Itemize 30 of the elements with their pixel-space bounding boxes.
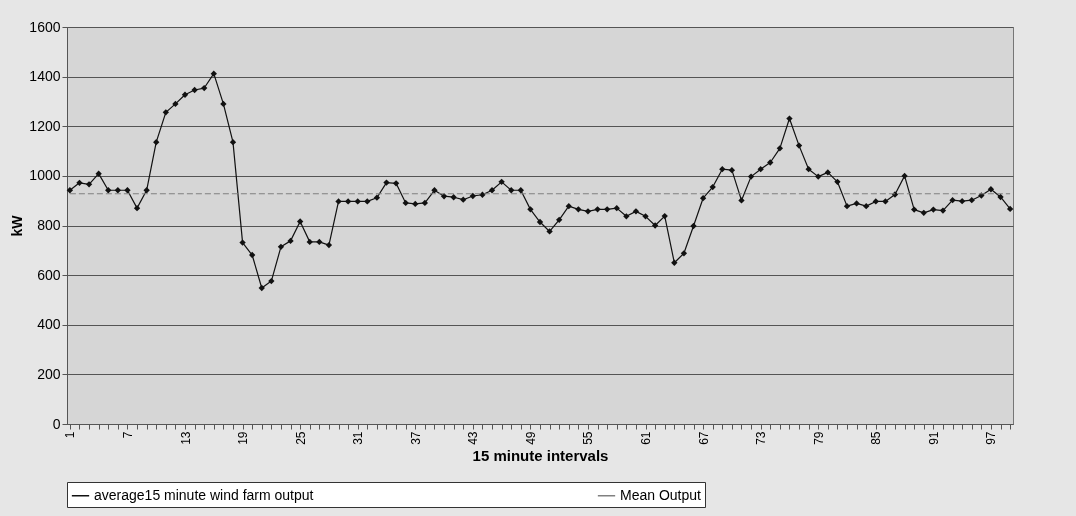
x-tick-label: 25 xyxy=(293,431,308,445)
y-tick-label: 600 xyxy=(37,266,61,283)
x-tick-label: 91 xyxy=(926,431,941,445)
x-tick-label: 79 xyxy=(811,431,826,445)
x-tick-label: 37 xyxy=(408,431,423,445)
legend-label: average15 minute wind farm output xyxy=(94,486,314,503)
y-tick-label: 1200 xyxy=(29,117,61,134)
y-tick-label: 1000 xyxy=(29,167,61,184)
x-tick-label: 67 xyxy=(696,431,711,445)
x-tick-label: 97 xyxy=(984,431,999,445)
x-tick-label: 13 xyxy=(178,431,193,445)
y-tick-label: 1400 xyxy=(29,68,61,85)
x-tick-label: 1 xyxy=(63,431,78,439)
x-tick-label: 85 xyxy=(869,431,884,445)
y-tick-label: 1600 xyxy=(29,18,61,35)
x-tick-label: 49 xyxy=(523,431,538,445)
x-tick-label: 61 xyxy=(639,431,654,445)
x-tick-label: 19 xyxy=(236,431,251,445)
x-tick-label: 43 xyxy=(466,431,481,445)
legend-label: Mean Output xyxy=(620,486,702,503)
y-tick-label: 800 xyxy=(37,217,61,233)
y-tick-label: 200 xyxy=(37,365,61,382)
x-axis-title: 15 minute intervals xyxy=(472,446,609,464)
x-tick-label: 55 xyxy=(581,431,596,445)
y-tick-label: 0 xyxy=(52,415,61,432)
x-tick-label: 73 xyxy=(754,431,769,445)
y-tick-label: 400 xyxy=(37,316,61,333)
x-tick-label: 7 xyxy=(120,431,135,439)
y-axis-title: kW xyxy=(9,214,26,237)
x-tick-label: 31 xyxy=(351,431,366,445)
